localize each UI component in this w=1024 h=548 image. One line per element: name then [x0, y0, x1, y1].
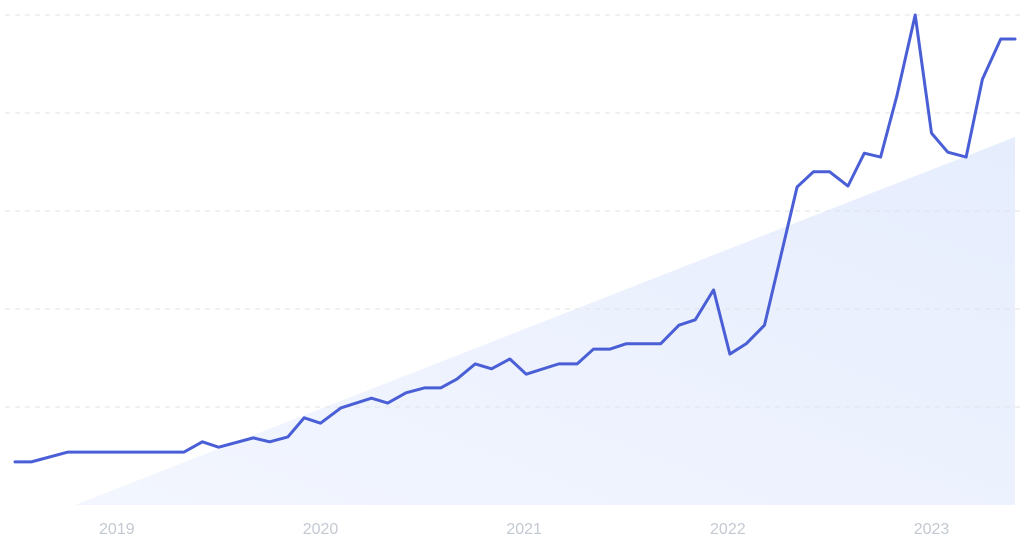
x-tick-label: 2022: [710, 521, 746, 538]
x-tick-label: 2023: [914, 521, 950, 538]
trend-line: [13, 13, 1017, 464]
x-tick-label: 2019: [99, 521, 135, 538]
x-tick-label: 2021: [506, 521, 542, 538]
x-tick-label: 2020: [303, 521, 339, 538]
trend-area: [75, 137, 1015, 505]
